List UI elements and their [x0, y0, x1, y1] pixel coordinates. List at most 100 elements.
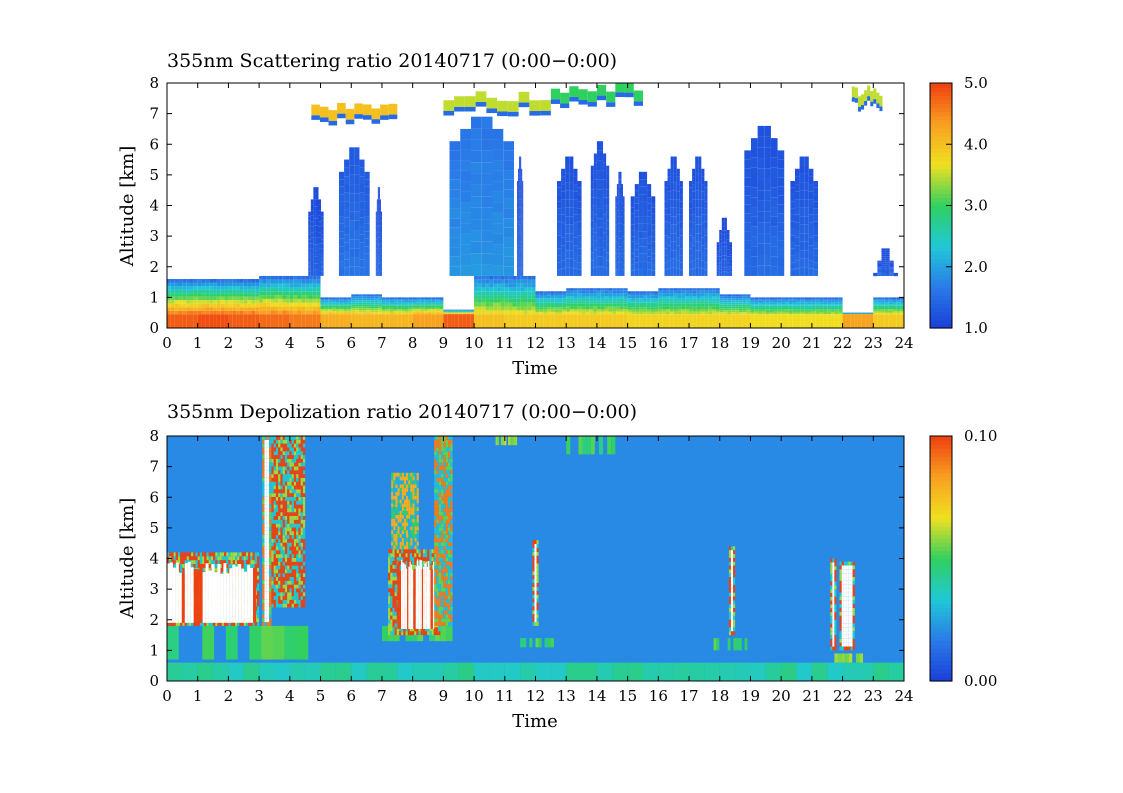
surface-layer-cell: [758, 309, 762, 311]
surface-layer-cell: [581, 290, 586, 294]
cloud-column-cell: [695, 250, 699, 259]
surface-layer-cell: [508, 275, 513, 280]
dust-band-cell: [271, 527, 274, 532]
surface-layer-cell: [589, 309, 594, 312]
surface-layer-cell: [420, 299, 425, 301]
surface-layer-cell: [731, 308, 736, 311]
surface-layer-cell: [754, 310, 759, 313]
cloud-column-cell: [808, 252, 814, 261]
surface-layer-cell: [431, 304, 436, 306]
surface-layer-cell: [585, 301, 590, 304]
surface-layer-cell: [819, 297, 824, 300]
surface-layer-cell: [612, 311, 617, 315]
cloud-column-cell: [676, 222, 680, 230]
surface-layer-cell: [366, 302, 371, 305]
cloud-column-cell: [804, 216, 809, 225]
cloud-column-cell: [603, 162, 607, 171]
near-surface-cell: [243, 662, 260, 682]
surface-layer-cell: [873, 309, 878, 311]
dust-band-cell: [280, 523, 283, 528]
cloud-column-cell: [573, 245, 578, 253]
cloud-column-cell: [777, 231, 785, 241]
surface-layer-cell: [343, 309, 348, 311]
high-cloud-cell: [870, 90, 874, 102]
dust-band-cell: [278, 569, 281, 574]
cloud-column-cell: [794, 191, 800, 200]
surface-layer-cell: [581, 303, 586, 307]
surface-layer-cell: [512, 306, 517, 311]
surface-layer-cell: [420, 307, 425, 310]
surface-layer-cell: [243, 289, 248, 294]
cloud-column-cell: [794, 230, 800, 238]
surface-layer-cell: [892, 304, 897, 306]
dust-band-cell: [271, 538, 274, 543]
cloud-column-cell: [615, 241, 617, 248]
surface-layer-cell: [312, 306, 317, 311]
surface-layer-cell: [320, 302, 325, 305]
cloud-column-cell: [315, 193, 319, 200]
cloud-column-cell: [799, 199, 805, 208]
surface-layer-cell: [470, 311, 475, 313]
surface-layer-cell: [462, 311, 467, 312]
surface-layer-cell: [689, 293, 693, 296]
surface-layer-cell: [209, 300, 214, 304]
cloud-column-cell: [889, 266, 894, 268]
cloud-column-cell: [315, 218, 319, 226]
dust-band-cell: [173, 622, 176, 626]
surface-layer-cell: [439, 314, 444, 328]
dust-band-cell: [208, 552, 211, 557]
dust-band-cell: [282, 516, 285, 520]
cloud-column-cell: [619, 201, 622, 209]
dust-band-cell: [219, 571, 222, 576]
surface-layer-cell: [297, 295, 302, 299]
dust-band-cell: [275, 516, 279, 520]
dust-band-cell: [269, 603, 272, 607]
dust-band-cell: [278, 470, 281, 475]
cloud-column-cell: [813, 269, 819, 276]
surface-layer-cell: [800, 307, 805, 310]
cloud-column-cell: [318, 265, 322, 271]
surface-layer-cell: [297, 287, 302, 292]
surface-layer-cell: [328, 310, 333, 313]
surface-layer-cell: [804, 302, 809, 305]
cloud-column-cell: [557, 262, 562, 270]
surface-layer-cell: [205, 282, 210, 287]
surface-layer-cell: [512, 298, 517, 303]
cloud-column-cell: [729, 244, 733, 248]
high-cloud-cell: [861, 94, 865, 106]
dust-band-cell: [199, 560, 203, 564]
near-surface-cell: [811, 662, 828, 682]
surface-layer-cell: [224, 300, 229, 304]
surface-layer-cell: [692, 309, 697, 312]
surface-layer-cell: [401, 305, 405, 308]
dust-band-cell: [215, 552, 218, 557]
cloud-column-cell: [344, 226, 350, 235]
surface-layer-cell: [447, 309, 452, 311]
surface-layer-cell: [178, 314, 183, 328]
cloud-column-cell: [647, 249, 652, 257]
low-depol-patch-cell: [611, 436, 616, 455]
colorbar-segment: [930, 123, 952, 129]
surface-layer-cell: [619, 303, 624, 307]
cloud-column-cell: [799, 224, 805, 234]
cloud-column-cell: [618, 238, 620, 247]
dust-band-cell: [226, 552, 229, 557]
cloud-column-cell: [569, 216, 574, 225]
dust-band-cell: [271, 474, 274, 478]
dust-band-cell: [264, 542, 267, 547]
surface-layer-cell: [470, 312, 475, 313]
surface-layer-cell: [604, 314, 609, 328]
cloud-column-cell: [380, 248, 382, 253]
surface-layer-cell: [220, 293, 225, 297]
dust-band-cell: [273, 592, 276, 597]
cloud-column-cell: [889, 273, 894, 275]
surface-layer-cell: [213, 289, 217, 294]
surface-layer-cell: [639, 295, 643, 299]
dust-band-cell: [184, 560, 187, 564]
surface-layer-cell: [608, 311, 613, 315]
dust-band-cell: [280, 603, 283, 608]
surface-layer-cell: [393, 299, 398, 301]
surface-layer-cell: [639, 291, 643, 294]
cloud-column-cell: [670, 233, 674, 242]
surface-layer-cell: [508, 302, 513, 307]
